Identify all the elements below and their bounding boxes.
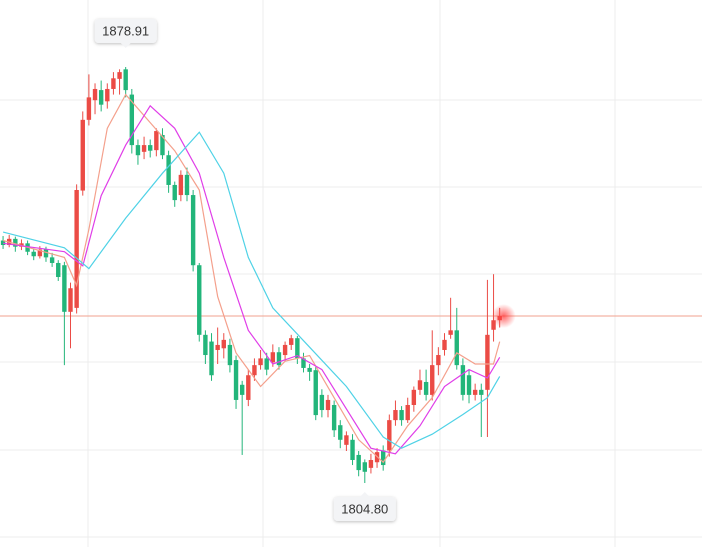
candle-body <box>233 360 239 400</box>
candle-body <box>141 145 147 152</box>
candle-body <box>387 420 392 451</box>
label-box <box>94 19 157 44</box>
candle-body <box>417 380 423 390</box>
candle-body <box>62 265 67 312</box>
candle-body <box>197 265 202 335</box>
candle-body <box>117 72 122 79</box>
candle-body <box>68 288 73 312</box>
candle-body <box>92 88 98 101</box>
candle-body <box>246 375 251 400</box>
candle-body <box>479 389 484 395</box>
candle-body <box>135 145 141 156</box>
candle-body <box>430 365 435 395</box>
candle-body <box>252 365 257 376</box>
candle-body <box>436 355 441 366</box>
candle-body <box>405 404 410 421</box>
candle-body <box>13 238 18 247</box>
candle-body <box>295 338 300 359</box>
candle-body <box>485 334 490 390</box>
candle-body <box>460 365 466 395</box>
candle-body <box>31 251 36 257</box>
candle-body <box>111 78 116 89</box>
candle-body <box>190 195 196 266</box>
candle-body <box>466 375 472 395</box>
candle-body <box>331 404 337 431</box>
candle-body <box>313 370 318 416</box>
candle-body <box>301 358 306 368</box>
candle-body <box>264 358 269 370</box>
moving-average-line <box>2 93 501 464</box>
candle-body <box>74 190 79 308</box>
candle-body <box>319 394 325 411</box>
candle-body <box>221 339 226 349</box>
candle-body <box>37 249 43 257</box>
candle-body <box>472 389 478 395</box>
candle-body <box>105 88 110 102</box>
candle-body <box>172 184 177 201</box>
candle-body <box>276 352 282 366</box>
candle-body <box>160 134 165 156</box>
candle-body <box>184 174 190 196</box>
label-box <box>333 497 396 522</box>
candle-body <box>270 352 276 363</box>
extreme-value: 1804.80 <box>341 501 388 516</box>
candle-body <box>491 320 496 330</box>
candle-body <box>80 119 85 191</box>
candle-body <box>442 339 447 350</box>
candle-body <box>123 69 128 91</box>
candle-body <box>98 90 104 105</box>
candle-body <box>338 425 343 440</box>
candle-body <box>344 435 349 445</box>
moving-average-line <box>2 131 501 449</box>
candle-body <box>380 450 386 466</box>
extreme-label: 1804.80 <box>333 492 396 522</box>
candle-body <box>307 367 312 372</box>
last-price-glow <box>491 304 516 329</box>
candle-body <box>203 334 208 356</box>
candle-body <box>368 459 374 468</box>
label-pointer <box>120 43 131 49</box>
candle-body <box>178 174 184 196</box>
extreme-label: 1878.91 <box>94 19 157 49</box>
candle-body <box>43 249 49 258</box>
candle-body <box>411 389 417 405</box>
candle-body <box>0 240 6 246</box>
candle-body <box>209 341 214 376</box>
candle-body <box>399 410 404 421</box>
candle-body <box>86 97 92 120</box>
candle-body <box>239 384 245 395</box>
moving-average-line <box>3 104 501 455</box>
label-pointer <box>359 492 370 498</box>
candle-body <box>154 131 159 151</box>
candle-body <box>350 439 355 460</box>
candle-body <box>454 330 459 366</box>
candle-body <box>258 358 263 366</box>
extreme-value: 1878.91 <box>102 23 149 38</box>
candle-body <box>282 344 288 356</box>
candle-body <box>356 454 361 471</box>
candle-body <box>129 94 135 146</box>
candle-body <box>362 462 367 472</box>
candle-body <box>423 381 429 395</box>
candle-body <box>49 257 55 263</box>
candle-body <box>56 262 61 278</box>
candle-body <box>393 410 398 421</box>
candle-body <box>325 399 331 411</box>
candle-body <box>227 344 233 366</box>
candle-body <box>215 344 220 350</box>
candle-body <box>448 330 453 335</box>
candle-body <box>148 145 153 151</box>
candle-body <box>166 155 171 185</box>
candle-body <box>289 338 294 345</box>
